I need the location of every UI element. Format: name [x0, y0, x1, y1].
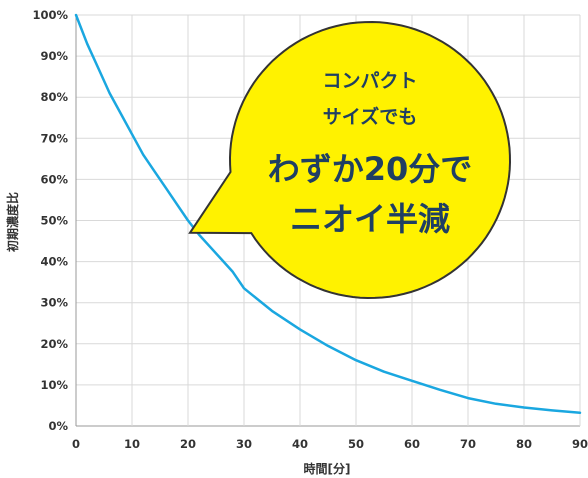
y-tick-label: 60% [40, 172, 68, 186]
callout-bubble: コンパクト サイズでも わずか20分で ニオイ半減 [188, 20, 512, 300]
callout-line-1: コンパクト [322, 70, 417, 92]
y-tick-label: 10% [40, 378, 68, 392]
x-tick-label: 30 [236, 437, 252, 451]
y-tick-label: 100% [32, 8, 68, 22]
y-axis-label: 初期濃度比 [5, 192, 20, 252]
y-tick-label: 0% [48, 419, 68, 433]
series-line [74, 13, 582, 415]
callout-line-3: わずか20分で [268, 150, 473, 188]
x-tick-label: 0 [72, 437, 80, 451]
callout-shape [188, 20, 512, 300]
y-tick-label: 40% [40, 255, 68, 269]
y-tick-label: 50% [40, 214, 68, 228]
callout-line-2: サイズでも [323, 105, 417, 128]
x-tick-label: 80 [516, 437, 532, 451]
callout-line-4: ニオイ半減 [290, 200, 450, 238]
y-tick-label: 80% [40, 90, 68, 104]
x-axis-label: 時間[分] [304, 461, 351, 476]
y-tick-label: 90% [40, 49, 68, 63]
x-tick-label: 70 [460, 437, 476, 451]
y-tick-label: 30% [40, 296, 68, 310]
y-axis-ticks: 0% 10% 20% 30% 40% 50% 60% 70% 80% 90% 100% [32, 8, 68, 433]
x-tick-label: 50 [348, 437, 364, 451]
x-axis-ticks: 0 10 20 30 40 50 60 70 80 90 [72, 437, 588, 451]
y-tick-label: 20% [40, 337, 68, 351]
x-tick-label: 40 [292, 437, 308, 451]
x-tick-label: 60 [404, 437, 420, 451]
x-tick-label: 10 [124, 437, 140, 451]
x-tick-label: 20 [180, 437, 196, 451]
y-tick-label: 70% [40, 131, 68, 145]
x-tick-label: 90 [572, 437, 588, 451]
